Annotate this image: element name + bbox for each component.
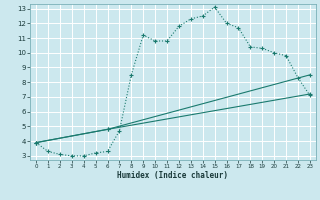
X-axis label: Humidex (Indice chaleur): Humidex (Indice chaleur) (117, 171, 228, 180)
